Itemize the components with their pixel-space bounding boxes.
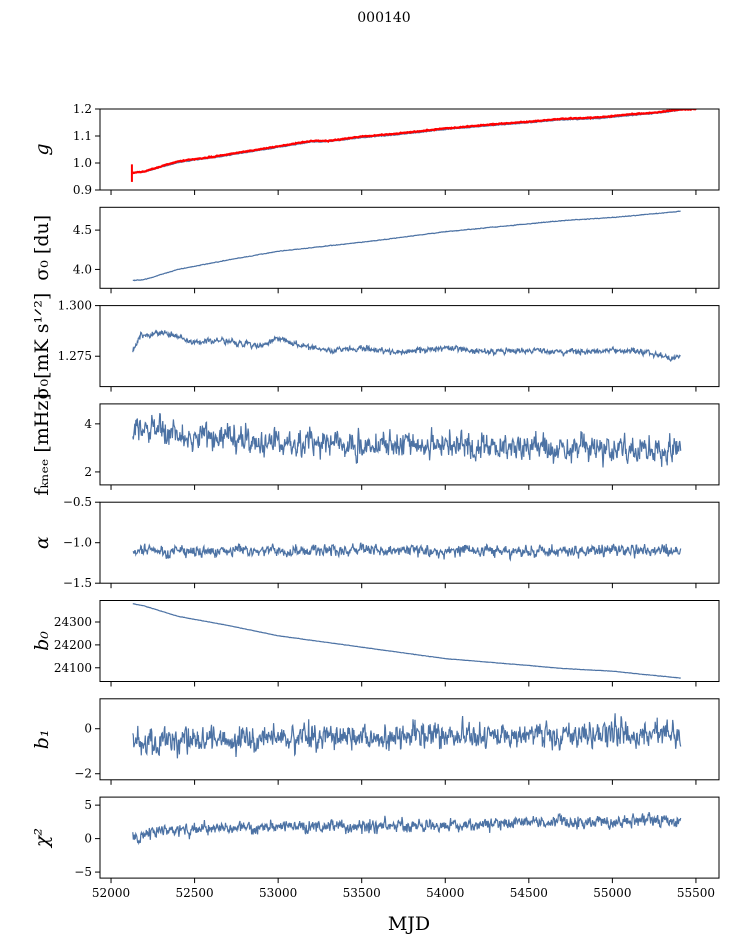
y-tick-label: 1.2 <box>73 102 92 116</box>
y-tick-label: −2 <box>74 767 92 781</box>
subplot-1: 4.0 4.5 σ₀ [du] <box>31 206 720 294</box>
y-tick-label: 1.275 <box>58 349 92 363</box>
y-tick-label: −5 <box>74 865 92 879</box>
x-tick-label: 54500 <box>510 886 548 900</box>
y-tick-label: 2 <box>84 465 92 479</box>
y-tick-label: 4.5 <box>73 223 92 237</box>
subplot-0: 0.9 1.0 1.1 1.2 g <box>31 102 720 197</box>
y-tick-label: 24300 <box>54 615 92 629</box>
x-tick-label: 52000 <box>92 886 130 900</box>
y-tick-label: −0.5 <box>63 495 92 509</box>
y-axis-label: σ₀[mK s¹ᐟ²] <box>31 293 53 400</box>
x-tick-label: 54000 <box>426 886 464 900</box>
series-line-sigma0_du <box>132 210 681 282</box>
axes-frame <box>99 305 720 388</box>
x-tick-label: 52500 <box>175 886 213 900</box>
series-line-alpha <box>132 542 682 562</box>
y-tick-label: −1.0 <box>63 536 92 550</box>
series-line-sigma0_mK <box>132 329 681 363</box>
figure-title: 000140 <box>357 10 410 26</box>
axes-frame <box>99 206 720 289</box>
y-axis-label: α <box>31 536 53 549</box>
y-tick-label: 1.1 <box>73 129 92 143</box>
y-tick-label: 24200 <box>54 638 92 652</box>
axes-frame <box>99 698 720 781</box>
y-tick-label: 1.0 <box>73 156 92 170</box>
y-tick-label: 0.9 <box>73 183 92 197</box>
y-tick-label: 5 <box>84 798 92 812</box>
y-tick-label: 0 <box>84 832 92 846</box>
axes-frame <box>99 600 720 682</box>
series-line-g <box>132 109 681 174</box>
axes-frame <box>99 108 720 191</box>
y-axis-label: b₁ <box>31 729 53 749</box>
y-tick-label: 24100 <box>54 661 92 675</box>
x-tick-label: 55000 <box>593 886 631 900</box>
axes-frame <box>99 501 720 584</box>
axes-frame <box>99 403 720 486</box>
y-tick-label: 1.300 <box>58 299 92 313</box>
y-axis-label: σ₀ [du] <box>31 215 53 281</box>
x-axis-label: MJD <box>388 913 430 935</box>
axes-frame <box>99 796 720 879</box>
subplot-7: 52000 52500 53000 53500 54000 54500 55000 55500… <box>31 796 720 900</box>
y-tick-label: 4 <box>84 417 92 431</box>
y-axis-label: fₖₙₑₑ [mHz] <box>31 393 53 495</box>
series-line-g-reference <box>132 109 697 175</box>
y-axis-label: χ² <box>31 828 53 849</box>
x-tick-label: 53500 <box>343 886 381 900</box>
subplot-3: 2 4 fₖₙₑₑ [mHz] <box>31 393 720 496</box>
x-tick-label: 55500 <box>677 886 715 900</box>
subplot-2: 1.275 1.300 σ₀[mK s¹ᐟ²] <box>31 293 720 400</box>
series-line-b0 <box>132 603 681 679</box>
series-line-b1 <box>132 713 682 759</box>
x-tick-label: 53000 <box>259 886 297 900</box>
y-tick-label: 4.0 <box>73 262 92 276</box>
y-tick-label: −1.5 <box>63 576 92 590</box>
subplot-4: −1.5 −1.0 −0.5 α <box>31 495 720 590</box>
y-axis-label: b₀ <box>31 631 53 651</box>
subplot-6: −2 0 b₁ <box>31 698 720 785</box>
series-line-fknee <box>132 412 682 468</box>
y-axis-label: g <box>31 143 53 155</box>
series-line-chi2 <box>132 811 682 846</box>
y-tick-label: 0 <box>84 722 92 736</box>
